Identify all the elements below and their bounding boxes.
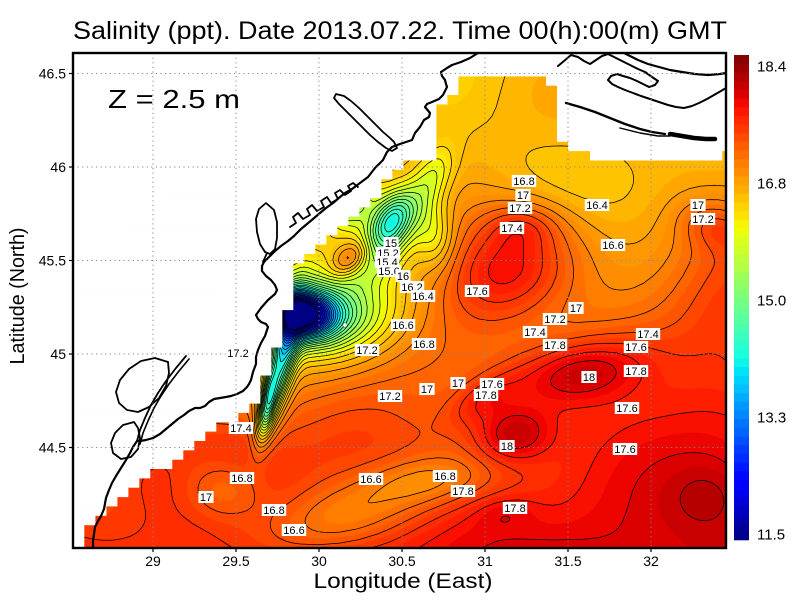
svg-text:17.2: 17.2 bbox=[356, 345, 377, 357]
svg-text:18: 18 bbox=[583, 372, 595, 384]
svg-text:17: 17 bbox=[200, 492, 212, 504]
svg-text:18: 18 bbox=[501, 441, 513, 453]
svg-text:Salinity (ppt). Date 2013.07.2: Salinity (ppt). Date 2013.07.22. Time 00… bbox=[73, 17, 727, 45]
svg-text:15: 15 bbox=[385, 238, 397, 250]
svg-text:16.8: 16.8 bbox=[231, 473, 252, 485]
svg-text:15.6: 15.6 bbox=[378, 266, 399, 278]
svg-text:17.8: 17.8 bbox=[475, 390, 496, 402]
svg-text:16.4: 16.4 bbox=[412, 291, 433, 303]
svg-text:17.4: 17.4 bbox=[230, 423, 251, 435]
svg-text:46.5: 46.5 bbox=[39, 66, 66, 82]
svg-text:Z = 2.5 m: Z = 2.5 m bbox=[108, 84, 240, 114]
svg-text:17: 17 bbox=[570, 303, 582, 315]
svg-text:17.2: 17.2 bbox=[692, 214, 713, 226]
svg-text:17.4: 17.4 bbox=[637, 329, 658, 341]
svg-text:17: 17 bbox=[452, 378, 464, 390]
svg-text:16.8: 16.8 bbox=[413, 339, 434, 351]
svg-text:Longitude (East): Longitude (East) bbox=[314, 570, 493, 593]
svg-text:16: 16 bbox=[397, 271, 409, 283]
svg-text:16.6: 16.6 bbox=[283, 525, 304, 537]
svg-text:17.8: 17.8 bbox=[504, 503, 525, 515]
svg-text:45: 45 bbox=[50, 346, 66, 362]
svg-text:16.6: 16.6 bbox=[392, 320, 413, 332]
svg-text:16.6: 16.6 bbox=[360, 474, 381, 486]
svg-text:16.8: 16.8 bbox=[513, 176, 534, 188]
svg-text:16.4: 16.4 bbox=[586, 200, 607, 212]
svg-text:17.4: 17.4 bbox=[524, 327, 545, 339]
svg-text:17: 17 bbox=[421, 384, 433, 396]
svg-text:17.6: 17.6 bbox=[614, 444, 635, 456]
svg-text:16.8: 16.8 bbox=[263, 505, 284, 517]
svg-text:45.5: 45.5 bbox=[39, 253, 66, 269]
svg-text:13.3: 13.3 bbox=[757, 410, 786, 427]
svg-text:17.8: 17.8 bbox=[452, 486, 473, 498]
svg-text:18.4: 18.4 bbox=[757, 59, 786, 76]
svg-text:44.5: 44.5 bbox=[39, 440, 66, 456]
svg-text:17.8: 17.8 bbox=[544, 340, 565, 352]
svg-text:17.6: 17.6 bbox=[466, 286, 487, 298]
svg-text:29: 29 bbox=[145, 553, 161, 569]
svg-text:11.5: 11.5 bbox=[757, 527, 785, 544]
svg-text:17.2: 17.2 bbox=[227, 348, 248, 360]
svg-text:15.0: 15.0 bbox=[757, 293, 786, 310]
svg-text:16.8: 16.8 bbox=[757, 176, 786, 193]
svg-text:31: 31 bbox=[477, 553, 493, 569]
svg-text:16.8: 16.8 bbox=[434, 471, 455, 483]
svg-text:30: 30 bbox=[311, 553, 327, 569]
svg-text:31.5: 31.5 bbox=[554, 553, 581, 569]
svg-text:17: 17 bbox=[517, 190, 529, 202]
svg-text:17.2: 17.2 bbox=[544, 314, 565, 326]
svg-text:29.5: 29.5 bbox=[222, 553, 249, 569]
svg-text:32: 32 bbox=[643, 553, 659, 569]
svg-text:17.8: 17.8 bbox=[625, 366, 646, 378]
svg-text:Latitude (North): Latitude (North) bbox=[7, 228, 29, 365]
svg-text:17: 17 bbox=[692, 200, 704, 212]
svg-text:30.5: 30.5 bbox=[388, 553, 415, 569]
svg-text:16.6: 16.6 bbox=[602, 240, 623, 252]
svg-text:17.6: 17.6 bbox=[616, 403, 637, 415]
svg-text:17.2: 17.2 bbox=[379, 391, 400, 403]
svg-text:17.6: 17.6 bbox=[625, 342, 646, 354]
svg-text:17.2: 17.2 bbox=[509, 203, 530, 215]
svg-text:17.6: 17.6 bbox=[481, 379, 502, 391]
svg-text:17.4: 17.4 bbox=[501, 223, 522, 235]
svg-text:46: 46 bbox=[50, 159, 66, 175]
